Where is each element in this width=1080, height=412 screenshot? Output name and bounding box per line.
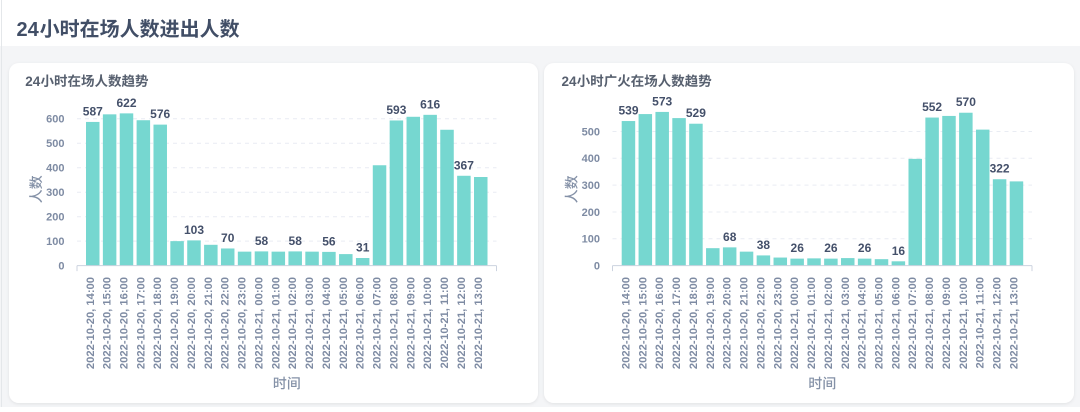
- svg-text:0: 0: [58, 261, 64, 273]
- svg-text:26: 26: [824, 241, 838, 255]
- svg-text:300: 300: [46, 187, 64, 199]
- svg-text:2022-10-20, 23:00: 2022-10-20, 23:00: [772, 277, 784, 369]
- svg-text:24: 24: [562, 74, 578, 89]
- svg-text:576: 576: [150, 107, 170, 121]
- svg-text:2022-10-20, 20:00: 2022-10-20, 20:00: [186, 277, 198, 369]
- svg-text:2022-10-20, 23:00: 2022-10-20, 23:00: [237, 277, 249, 369]
- svg-text:24: 24: [25, 74, 41, 89]
- svg-text:2022-10-21, 09:00: 2022-10-21, 09:00: [941, 277, 953, 369]
- svg-text:500: 500: [582, 126, 600, 138]
- svg-text:593: 593: [386, 103, 406, 117]
- svg-text:100: 100: [582, 234, 600, 246]
- svg-text:58: 58: [289, 234, 303, 248]
- svg-text:2022-10-21, 03:00: 2022-10-21, 03:00: [840, 277, 852, 369]
- svg-text:2022-10-21, 11:00: 2022-10-21, 11:00: [439, 277, 451, 368]
- svg-text:2022-10-21, 00:00: 2022-10-21, 00:00: [254, 277, 266, 369]
- svg-text:2022-10-21, 04:00: 2022-10-21, 04:00: [321, 277, 333, 369]
- svg-text:400: 400: [582, 153, 600, 165]
- svg-text:600: 600: [46, 114, 64, 126]
- svg-text:529: 529: [686, 106, 706, 120]
- svg-text:26: 26: [858, 241, 872, 255]
- svg-text:2022-10-20, 15:00: 2022-10-20, 15:00: [102, 277, 114, 369]
- svg-text:2022-10-21, 02:00: 2022-10-21, 02:00: [823, 277, 835, 369]
- svg-text:2022-10-21, 01:00: 2022-10-21, 01:00: [270, 277, 282, 369]
- svg-text:587: 587: [83, 104, 103, 118]
- svg-text:2022-10-20, 14:00: 2022-10-20, 14:00: [621, 277, 633, 369]
- svg-text:24: 24: [17, 19, 40, 41]
- svg-text:2022-10-21, 06:00: 2022-10-21, 06:00: [890, 277, 902, 369]
- svg-text:38: 38: [757, 238, 771, 252]
- svg-text:2022-10-21, 08:00: 2022-10-21, 08:00: [388, 277, 400, 369]
- svg-text:2022-10-21, 10:00: 2022-10-21, 10:00: [958, 277, 970, 369]
- svg-text:2022-10-20, 18:00: 2022-10-20, 18:00: [152, 277, 164, 369]
- svg-text:16: 16: [892, 244, 906, 258]
- svg-text:2022-10-21, 05:00: 2022-10-21, 05:00: [338, 277, 350, 369]
- svg-text:2022-10-21, 07:00: 2022-10-21, 07:00: [372, 277, 384, 369]
- svg-text:200: 200: [582, 207, 600, 219]
- svg-text:2022-10-20, 19:00: 2022-10-20, 19:00: [705, 277, 717, 369]
- svg-text:2022-10-21, 04:00: 2022-10-21, 04:00: [857, 277, 869, 369]
- svg-text:322: 322: [990, 162, 1010, 176]
- svg-text:26: 26: [791, 241, 805, 255]
- svg-text:616: 616: [420, 97, 440, 111]
- svg-text:2022-10-20, 16:00: 2022-10-20, 16:00: [119, 277, 131, 369]
- svg-text:622: 622: [116, 96, 136, 110]
- svg-text:200: 200: [46, 212, 64, 224]
- svg-text:2022-10-20, 22:00: 2022-10-20, 22:00: [220, 277, 232, 369]
- svg-text:570: 570: [956, 95, 976, 109]
- svg-text:70: 70: [221, 231, 235, 245]
- svg-text:2022-10-20, 19:00: 2022-10-20, 19:00: [169, 277, 181, 369]
- svg-text:2022-10-21, 12:00: 2022-10-21, 12:00: [456, 277, 468, 369]
- svg-text:300: 300: [582, 180, 600, 192]
- svg-text:31: 31: [356, 241, 370, 255]
- svg-text:2022-10-21, 12:00: 2022-10-21, 12:00: [992, 277, 1004, 369]
- svg-text:2022-10-20, 20:00: 2022-10-20, 20:00: [722, 277, 734, 369]
- svg-text:103: 103: [184, 223, 204, 237]
- svg-text:2022-10-21, 07:00: 2022-10-21, 07:00: [907, 277, 919, 369]
- svg-text:2022-10-21, 08:00: 2022-10-21, 08:00: [924, 277, 936, 369]
- svg-text:400: 400: [46, 163, 64, 175]
- svg-text:2022-10-21, 00:00: 2022-10-21, 00:00: [789, 277, 801, 369]
- svg-text:2022-10-20, 15:00: 2022-10-20, 15:00: [637, 277, 649, 369]
- svg-text:56: 56: [322, 234, 336, 248]
- svg-text:2022-10-21, 13:00: 2022-10-21, 13:00: [1009, 277, 1021, 369]
- svg-text:2022-10-20, 17:00: 2022-10-20, 17:00: [135, 277, 147, 369]
- svg-text:2022-10-20, 18:00: 2022-10-20, 18:00: [688, 277, 700, 369]
- svg-text:2022-10-21, 01:00: 2022-10-21, 01:00: [806, 277, 818, 369]
- svg-text:2022-10-20, 21:00: 2022-10-20, 21:00: [739, 277, 751, 369]
- svg-text:2022-10-21, 10:00: 2022-10-21, 10:00: [422, 277, 434, 369]
- svg-text:2022-10-21, 03:00: 2022-10-21, 03:00: [304, 277, 316, 369]
- svg-text:2022-10-20, 14:00: 2022-10-20, 14:00: [85, 277, 97, 369]
- svg-text:68: 68: [723, 230, 737, 244]
- svg-text:2022-10-21, 11:00: 2022-10-21, 11:00: [975, 277, 987, 368]
- svg-text:2022-10-21, 06:00: 2022-10-21, 06:00: [355, 277, 367, 369]
- svg-text:58: 58: [255, 234, 269, 248]
- svg-text:2022-10-21, 02:00: 2022-10-21, 02:00: [287, 277, 299, 369]
- svg-text:539: 539: [618, 104, 638, 118]
- svg-text:100: 100: [46, 236, 64, 248]
- svg-text:552: 552: [922, 100, 942, 114]
- svg-text:2022-10-21, 05:00: 2022-10-21, 05:00: [874, 277, 886, 369]
- svg-text:2022-10-20, 22:00: 2022-10-20, 22:00: [755, 277, 767, 369]
- svg-text:2022-10-20, 16:00: 2022-10-20, 16:00: [654, 277, 666, 369]
- svg-text:2022-10-20, 21:00: 2022-10-20, 21:00: [203, 277, 215, 369]
- svg-text:573: 573: [652, 94, 672, 108]
- svg-text:500: 500: [46, 138, 64, 150]
- svg-text:0: 0: [594, 261, 600, 273]
- svg-text:2022-10-20, 17:00: 2022-10-20, 17:00: [671, 277, 683, 369]
- svg-text:367: 367: [454, 158, 474, 172]
- svg-text:2022-10-21, 09:00: 2022-10-21, 09:00: [405, 277, 417, 369]
- svg-text:2022-10-21, 13:00: 2022-10-21, 13:00: [473, 277, 485, 369]
